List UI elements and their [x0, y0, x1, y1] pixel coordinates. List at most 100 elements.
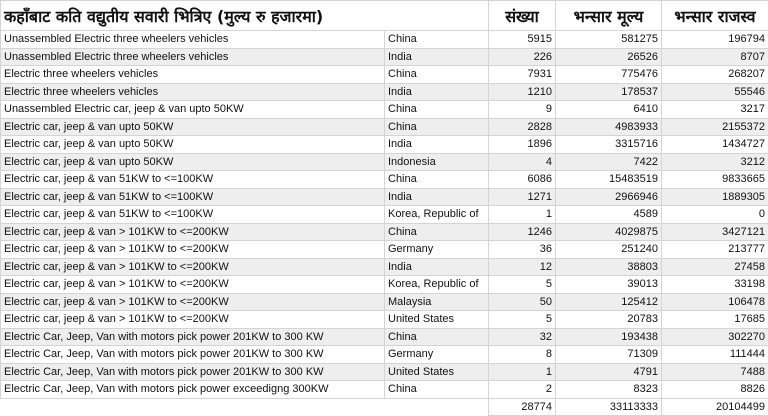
cell-customs-revenue[interactable]: 8826 [662, 381, 768, 399]
cell-item[interactable]: Electric car, jeep & van upto 50KW [1, 136, 385, 154]
cell-customs-value[interactable]: 4589 [556, 206, 662, 224]
cell-item[interactable]: Electric car, jeep & van > 101KW to <=20… [1, 223, 385, 241]
cell-customs-revenue[interactable]: 302270 [662, 328, 768, 346]
header-quantity[interactable]: संख्या [489, 1, 556, 31]
cell-quantity[interactable]: 5915 [489, 31, 556, 49]
cell-customs-value[interactable]: 39013 [556, 276, 662, 294]
cell-customs-revenue[interactable]: 3212 [662, 153, 768, 171]
cell-country[interactable]: China [385, 381, 489, 399]
cell-customs-value[interactable]: 71309 [556, 346, 662, 364]
cell-quantity[interactable]: 12 [489, 258, 556, 276]
cell-customs-revenue[interactable]: 196794 [662, 31, 768, 49]
cell-quantity[interactable]: 4 [489, 153, 556, 171]
cell-customs-revenue[interactable]: 268207 [662, 66, 768, 84]
cell-customs-value[interactable]: 178537 [556, 83, 662, 101]
cell-item[interactable]: Electric car, jeep & van > 101KW to <=20… [1, 311, 385, 329]
total-quantity[interactable]: 28774 [489, 398, 556, 415]
cell-customs-value[interactable]: 193438 [556, 328, 662, 346]
cell-country[interactable]: Indonesia [385, 153, 489, 171]
cell-country[interactable]: United States [385, 363, 489, 381]
cell-customs-value[interactable]: 2966946 [556, 188, 662, 206]
cell-customs-revenue[interactable]: 106478 [662, 293, 768, 311]
cell-quantity[interactable]: 5 [489, 276, 556, 294]
cell-customs-revenue[interactable]: 55546 [662, 83, 768, 101]
cell-item[interactable]: Electric three wheelers vehicles [1, 83, 385, 101]
cell-customs-revenue[interactable]: 17685 [662, 311, 768, 329]
cell-customs-value[interactable]: 775476 [556, 66, 662, 84]
cell-item[interactable]: Unassembled Electric three wheelers vehi… [1, 31, 385, 49]
cell-customs-revenue[interactable]: 9833665 [662, 171, 768, 189]
cell-customs-revenue[interactable]: 111444 [662, 346, 768, 364]
cell-quantity[interactable]: 1246 [489, 223, 556, 241]
cell-quantity[interactable]: 9 [489, 101, 556, 119]
cell-quantity[interactable]: 6086 [489, 171, 556, 189]
cell-customs-revenue[interactable]: 7488 [662, 363, 768, 381]
total-customs-value[interactable]: 33113333 [556, 398, 662, 415]
cell-customs-revenue[interactable]: 2155372 [662, 118, 768, 136]
cell-customs-value[interactable]: 4791 [556, 363, 662, 381]
cell-customs-value[interactable]: 20783 [556, 311, 662, 329]
cell-item[interactable]: Electric car, jeep & van 51KW to <=100KW [1, 206, 385, 224]
cell-item[interactable]: Electric Car, Jeep, Van with motors pick… [1, 363, 385, 381]
cell-quantity[interactable]: 36 [489, 241, 556, 259]
cell-customs-revenue[interactable]: 27458 [662, 258, 768, 276]
cell-customs-value[interactable]: 38803 [556, 258, 662, 276]
cell-item[interactable]: Electric car, jeep & van 51KW to <=100KW [1, 188, 385, 206]
cell-item[interactable]: Electric car, jeep & van upto 50KW [1, 118, 385, 136]
cell-quantity[interactable]: 1210 [489, 83, 556, 101]
cell-item[interactable]: Electric car, jeep & van > 101KW to <=20… [1, 241, 385, 259]
cell-customs-value[interactable]: 15483519 [556, 171, 662, 189]
cell-customs-value[interactable]: 125412 [556, 293, 662, 311]
cell-item[interactable]: Electric car, jeep & van upto 50KW [1, 153, 385, 171]
cell-country[interactable]: China [385, 223, 489, 241]
cell-quantity[interactable]: 7931 [489, 66, 556, 84]
cell-country[interactable]: China [385, 31, 489, 49]
cell-customs-value[interactable]: 581275 [556, 31, 662, 49]
cell-country[interactable]: China [385, 328, 489, 346]
cell-quantity[interactable]: 50 [489, 293, 556, 311]
cell-customs-revenue[interactable]: 8707 [662, 48, 768, 66]
cell-item[interactable]: Electric car, jeep & van > 101KW to <=20… [1, 258, 385, 276]
cell-country[interactable]: Korea, Republic of [385, 206, 489, 224]
cell-country[interactable]: China [385, 118, 489, 136]
cell-customs-value[interactable]: 7422 [556, 153, 662, 171]
cell-customs-revenue[interactable]: 3427121 [662, 223, 768, 241]
cell-country[interactable]: Korea, Republic of [385, 276, 489, 294]
cell-customs-revenue[interactable]: 0 [662, 206, 768, 224]
cell-customs-value[interactable]: 26526 [556, 48, 662, 66]
cell-quantity[interactable]: 5 [489, 311, 556, 329]
cell-item[interactable]: Electric Car, Jeep, Van with motors pick… [1, 381, 385, 399]
cell-country[interactable]: United States [385, 311, 489, 329]
cell-item[interactable]: Electric Car, Jeep, Van with motors pick… [1, 346, 385, 364]
cell-customs-value[interactable]: 251240 [556, 241, 662, 259]
cell-quantity[interactable]: 1 [489, 363, 556, 381]
cell-quantity[interactable]: 1271 [489, 188, 556, 206]
cell-quantity[interactable]: 1 [489, 206, 556, 224]
cell-quantity[interactable]: 32 [489, 328, 556, 346]
cell-country[interactable]: China [385, 66, 489, 84]
cell-country[interactable]: China [385, 171, 489, 189]
cell-item[interactable]: Unassembled Electric three wheelers vehi… [1, 48, 385, 66]
cell-customs-value[interactable]: 4029875 [556, 223, 662, 241]
header-customs-revenue[interactable]: भन्सार राजस्व [662, 1, 768, 31]
cell-item[interactable]: Electric car, jeep & van > 101KW to <=20… [1, 293, 385, 311]
cell-country[interactable]: India [385, 48, 489, 66]
cell-customs-revenue[interactable]: 1889305 [662, 188, 768, 206]
cell-item[interactable]: Electric Car, Jeep, Van with motors pick… [1, 328, 385, 346]
cell-country[interactable]: Germany [385, 241, 489, 259]
cell-country[interactable]: Germany [385, 346, 489, 364]
cell-quantity[interactable]: 2828 [489, 118, 556, 136]
cell-country[interactable]: India [385, 188, 489, 206]
cell-customs-revenue[interactable]: 1434727 [662, 136, 768, 154]
total-customs-revenue[interactable]: 20104499 [662, 398, 768, 415]
cell-country[interactable]: China [385, 101, 489, 119]
header-customs-value[interactable]: भन्सार मूल्य [556, 1, 662, 31]
cell-item[interactable]: Electric car, jeep & van > 101KW to <=20… [1, 276, 385, 294]
cell-customs-revenue[interactable]: 213777 [662, 241, 768, 259]
table-title[interactable]: कहाँबाट कति वद्युतीय सवारी भित्रिए (मुल्… [1, 1, 489, 31]
cell-customs-value[interactable]: 3315716 [556, 136, 662, 154]
cell-quantity[interactable]: 8 [489, 346, 556, 364]
cell-country[interactable]: Malaysia [385, 293, 489, 311]
cell-customs-value[interactable]: 6410 [556, 101, 662, 119]
cell-item[interactable]: Electric three wheelers vehicles [1, 66, 385, 84]
